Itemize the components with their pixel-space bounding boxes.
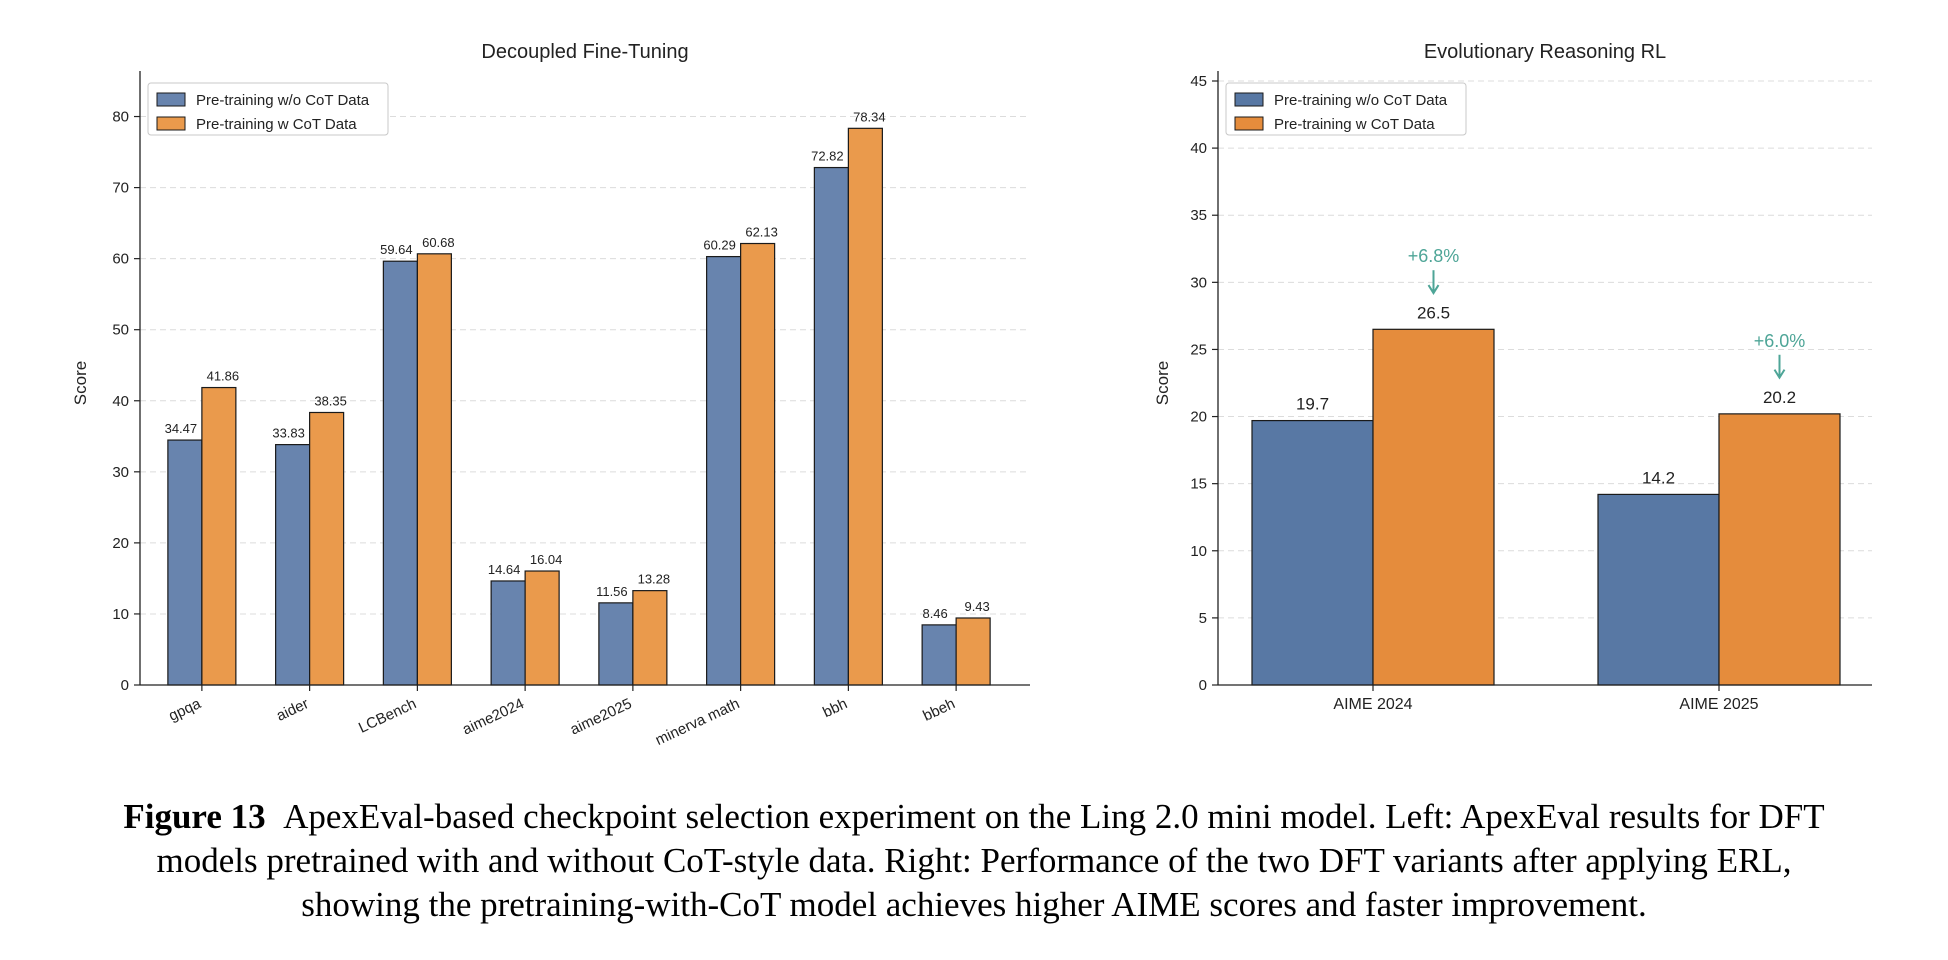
x-tick-label-minerva-math: minerva math	[653, 695, 743, 749]
bar-bbh-series-2	[847, 127, 883, 686]
y-tick-label: 45	[1190, 73, 1207, 90]
x-tick-label-aime2025: aime2025	[568, 695, 635, 738]
value-label: 19.7	[1296, 395, 1329, 414]
legend-swatch-2	[1234, 116, 1264, 131]
legend-label-2: Pre-training w CoT Data	[1274, 116, 1435, 133]
y-tick-label: 20	[112, 535, 129, 552]
y-tick-label: 30	[1190, 274, 1207, 291]
caption-text-1: ApexEval-based checkpoint selection expe…	[283, 797, 1825, 836]
value-label: 14.64	[488, 562, 521, 577]
bar-aime2024-series-1	[490, 580, 526, 686]
caption-line-3: showing the pretraining-with-CoT model a…	[301, 885, 1647, 924]
bar-aime-2025-series-1	[1597, 493, 1720, 686]
value-label: 62.13	[745, 225, 778, 240]
y-tick-label: 40	[112, 393, 129, 410]
chart-evolutionary-reasoning-rl: 0 5 10 15 20 25 30 35 40 45 19.7 14.2 26.5 20.2 AIME 2…	[1153, 41, 1872, 713]
value-label: 16.04	[530, 552, 563, 567]
value-label: 59.64	[380, 242, 413, 257]
legend-box	[147, 82, 389, 136]
bar-aime-2025-series-2	[1718, 413, 1841, 686]
y-axis-label: Score	[1153, 361, 1172, 405]
x-tick-label-aider: aider	[274, 695, 311, 725]
caption-line-2: models pretrained with and without CoT-s…	[156, 841, 1792, 880]
bar-aime2025-series-1	[598, 602, 634, 686]
legend-swatch-2	[156, 116, 186, 131]
caption-label: Figure 13	[123, 797, 266, 836]
bar-gpqa-series-2	[201, 386, 237, 686]
annotation-arrow-head	[1773, 369, 1786, 380]
bar-lcbench-series-1	[382, 260, 418, 686]
bar-lcbench-series-2	[416, 253, 452, 686]
value-label: 14.2	[1642, 468, 1675, 487]
y-tick-label: 35	[1190, 207, 1207, 224]
chart-decoupled-fine-tuning: 0 10 20 30 40 50 60 70 80 34.47 33.83 59.64 14.64 11.…	[71, 41, 1030, 749]
value-label: 78.34	[853, 109, 886, 124]
bar-aider-series-2	[309, 411, 345, 686]
value-label: 20.2	[1763, 388, 1796, 407]
annotation-arrow-head	[1427, 284, 1440, 295]
y-tick-label: 0	[1199, 677, 1207, 694]
x-tick-label-bbeh: bbeh	[920, 695, 957, 725]
y-tick-label: 30	[112, 464, 129, 481]
value-label: 8.46	[922, 606, 947, 621]
bar-bbh-series-1	[813, 166, 849, 686]
legend-swatch-1	[156, 92, 186, 107]
value-label: 60.68	[422, 235, 455, 250]
figure-caption: Figure 13 ApexEval-based checkpoint sele…	[0, 795, 1948, 927]
caption-line-1: Figure 13 ApexEval-based checkpoint sele…	[0, 795, 1948, 839]
value-label: 34.47	[165, 421, 198, 436]
bar-minerva-math-series-2	[740, 242, 776, 686]
legend-label-2: Pre-training w CoT Data	[196, 116, 357, 133]
y-tick-label: 80	[112, 109, 129, 126]
y-tick-label: 70	[112, 180, 129, 197]
chart-title: Evolutionary Reasoning RL	[1424, 41, 1666, 63]
value-label: 60.29	[703, 238, 736, 253]
x-tick-label-gpqa: gpqa	[166, 695, 204, 725]
bar-aime-2024-series-1	[1251, 419, 1374, 686]
x-tick-label-lcbench: LCBench	[356, 695, 419, 736]
y-tick-label: 60	[112, 251, 129, 268]
y-tick-label: 40	[1190, 140, 1207, 157]
value-label: 26.5	[1417, 303, 1450, 322]
chart-title: Decoupled Fine-Tuning	[481, 41, 688, 63]
value-label: 9.43	[964, 599, 989, 614]
value-label: 33.83	[272, 426, 305, 441]
value-label: 11.56	[596, 584, 628, 599]
legend-box	[1225, 82, 1467, 136]
x-tick-label-aime-2025: AIME 2025	[1679, 696, 1758, 713]
bar-bbeh-series-1	[921, 624, 957, 686]
improvement-annotation: +6.0%	[1754, 331, 1806, 351]
legend-label-1: Pre-training w/o CoT Data	[1274, 92, 1448, 109]
legend-label-1: Pre-training w/o CoT Data	[196, 92, 370, 109]
value-label: 72.82	[811, 149, 844, 164]
value-label: 38.35	[314, 393, 347, 408]
y-tick-label: 20	[1190, 409, 1207, 426]
value-label: 13.28	[638, 572, 671, 587]
y-tick-label: 10	[112, 606, 129, 623]
bar-aime2024-series-2	[524, 570, 560, 686]
y-tick-label: 50	[112, 322, 129, 339]
bar-aime-2024-series-2	[1372, 328, 1495, 686]
y-tick-label: 0	[121, 677, 129, 694]
x-tick-label-bbh: bbh	[820, 695, 850, 721]
y-tick-label: 10	[1190, 543, 1207, 560]
bar-bbeh-series-2	[955, 617, 991, 686]
value-label: 41.86	[207, 369, 240, 384]
improvement-annotation: +6.8%	[1408, 246, 1460, 266]
x-tick-label-aime-2024: AIME 2024	[1333, 696, 1412, 713]
bar-aime2025-series-2	[632, 590, 668, 686]
x-tick-label-aime2024: aime2024	[460, 695, 527, 738]
bar-gpqa-series-1	[167, 439, 203, 686]
y-tick-label: 25	[1190, 341, 1207, 358]
y-tick-label: 15	[1190, 476, 1207, 493]
bar-aider-series-1	[275, 444, 311, 686]
bar-minerva-math-series-1	[706, 255, 742, 686]
y-tick-label: 5	[1199, 610, 1207, 627]
y-axis-label: Score	[71, 361, 90, 405]
legend-swatch-1	[1234, 92, 1264, 107]
